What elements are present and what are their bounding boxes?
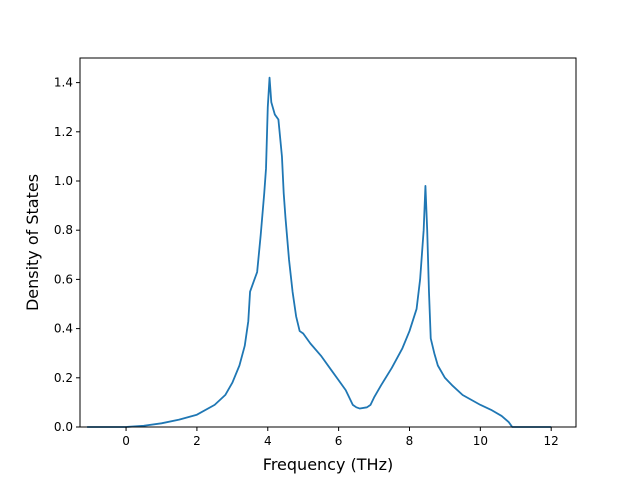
x-tick-label: 2: [193, 434, 201, 448]
y-tick-label: 1.0: [54, 174, 73, 188]
y-axis-title: Density of States: [23, 174, 42, 311]
x-tick-label: 10: [473, 434, 488, 448]
x-tick-label: 6: [335, 434, 343, 448]
x-axis-title: Frequency (THz): [263, 455, 393, 474]
y-tick-label: 1.2: [54, 125, 73, 139]
x-tick-label: 0: [122, 434, 130, 448]
y-tick-label: 0.6: [54, 272, 73, 286]
dos-series-line: [87, 76, 552, 428]
y-axis-ticks: 0.0 0.2 0.4 0.6 0.8 1.0 1.2 1.4: [54, 76, 80, 434]
y-tick-label: 0.0: [54, 420, 73, 434]
x-axis-ticks: 0 2 4 6 8 10 12: [122, 427, 559, 448]
y-tick-label: 1.4: [54, 76, 73, 90]
x-tick-label: 8: [406, 434, 414, 448]
y-tick-label: 0.2: [54, 371, 73, 385]
x-tick-label: 4: [264, 434, 272, 448]
y-tick-label: 0.8: [54, 223, 73, 237]
y-tick-label: 0.4: [54, 322, 73, 336]
x-tick-label: 12: [544, 434, 559, 448]
plot-area: [87, 76, 552, 428]
axes-frame: [79, 57, 577, 428]
